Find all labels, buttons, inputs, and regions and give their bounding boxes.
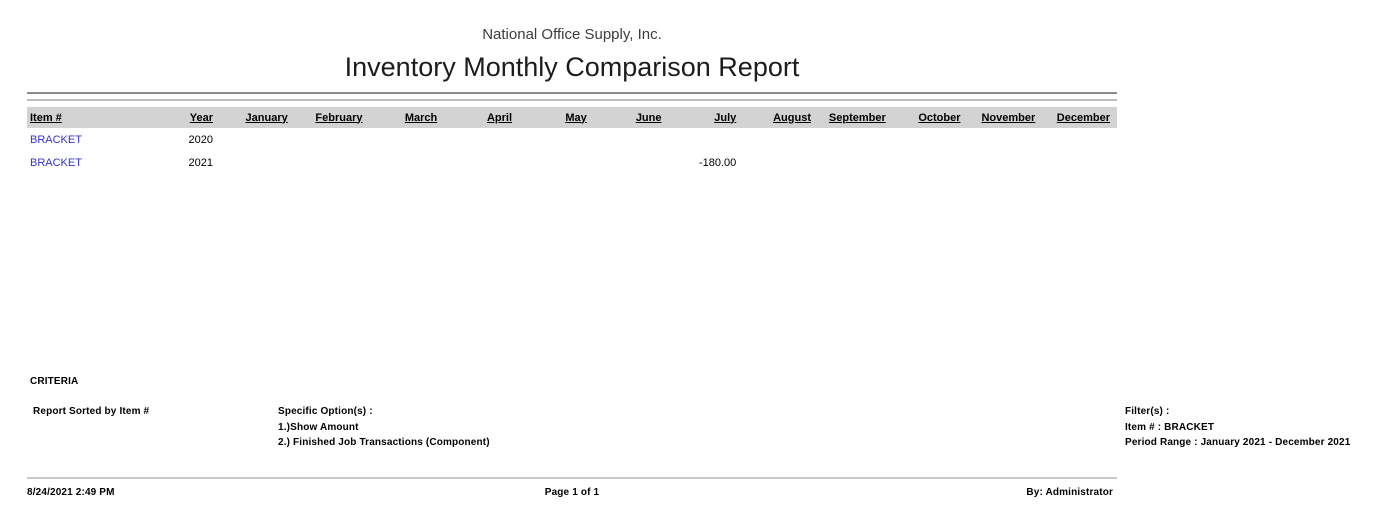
report-title: Inventory Monthly Comparison Report: [344, 52, 800, 82]
table-header-row: Item # Year January February March April May Ju…: [27, 107, 1117, 128]
text-line: 2.) Finished Job Transactions (Component…: [278, 437, 490, 448]
spacer-cell: [1110, 151, 1117, 174]
column-header-spacer: [1110, 107, 1117, 128]
value-cell-january: [213, 128, 288, 151]
table-row: BRACKET 2020: [27, 128, 1117, 151]
filters-label: Filter(s) :: [1125, 406, 1170, 417]
column-header-march: March: [404, 111, 438, 124]
monthly-comparison-table: Item # Year January February March April May Ju…: [27, 107, 1117, 174]
value-cell-november: [961, 151, 1036, 174]
text-line: Item # : BRACKET: [1125, 421, 1215, 433]
value-cell-july: [662, 128, 737, 151]
column-header-october: October: [918, 111, 961, 124]
value-cell-march: [363, 151, 438, 174]
column-header-august: August: [773, 111, 811, 124]
value-cell-january: [213, 151, 288, 174]
value-cell-april: [437, 128, 512, 151]
spacer-cell: [1110, 128, 1117, 151]
company-name: National Office Supply, Inc.: [482, 26, 662, 43]
filters-block: Filter(s) : Item # : BRACKET Period Range…: [1125, 404, 1350, 451]
text-line: 1.)Show Amount: [278, 421, 359, 433]
specific-options-label: Specific Option(s) :: [278, 406, 373, 417]
footer-page-number: Page 1 of 1: [544, 487, 600, 498]
column-header-november: November: [981, 111, 1036, 124]
footer-generated-by: By: Administrator: [1026, 487, 1113, 498]
footer-divider: [27, 477, 1117, 479]
column-header-april: April: [486, 111, 512, 124]
value-cell-may: [512, 128, 587, 151]
value-cell-june: [587, 151, 662, 174]
value-cell-december: [1035, 128, 1110, 151]
column-header-january: January: [245, 111, 288, 124]
value-cell-july: -180.00: [698, 156, 737, 169]
column-header-item: Item #: [30, 111, 62, 124]
value-cell-may: [512, 151, 587, 174]
column-header-december: December: [1056, 111, 1110, 124]
column-header-may: May: [565, 111, 587, 124]
sorted-by-text: Report Sorted by Item #: [33, 406, 150, 417]
year-cell: 2020: [188, 133, 213, 146]
column-header-february: February: [315, 111, 363, 124]
footer-datetime: 8/24/2021 2:49 PM: [27, 487, 115, 498]
value-cell-august: [736, 128, 811, 151]
item-link[interactable]: BRACKET: [30, 156, 82, 169]
header-divider-light: [27, 99, 1117, 101]
criteria-heading: CRITERIA: [30, 376, 79, 387]
filters-list: Item # : BRACKET Period Range : January 2…: [1125, 420, 1350, 451]
value-cell-september: [811, 128, 886, 151]
value-cell-september: [811, 151, 886, 174]
value-cell-november: [961, 128, 1036, 151]
value-cell-february: [288, 128, 363, 151]
column-header-july: July: [714, 111, 737, 124]
item-link[interactable]: BRACKET: [30, 133, 82, 146]
specific-options-list: 1.)Show Amount 2.) Finished Job Transacti…: [278, 420, 490, 451]
year-cell: 2021: [188, 156, 213, 169]
value-cell-october: [886, 151, 961, 174]
value-cell-april: [437, 151, 512, 174]
value-cell-december: [1035, 151, 1110, 174]
text-line: Period Range : January 2021 - December 2…: [1125, 437, 1351, 448]
table-row: BRACKET 2021 -180.00: [27, 151, 1117, 174]
value-cell-august: [736, 151, 811, 174]
value-cell-february: [288, 151, 363, 174]
column-header-june: June: [635, 111, 662, 124]
value-cell-june: [587, 128, 662, 151]
value-cell-october: [886, 128, 961, 151]
column-header-september: September: [828, 111, 886, 124]
column-header-year: Year: [189, 111, 213, 124]
specific-options-block: Specific Option(s) : 1.)Show Amount 2.) F…: [278, 404, 490, 451]
value-cell-march: [363, 128, 438, 151]
header-divider-dark: [27, 92, 1117, 94]
